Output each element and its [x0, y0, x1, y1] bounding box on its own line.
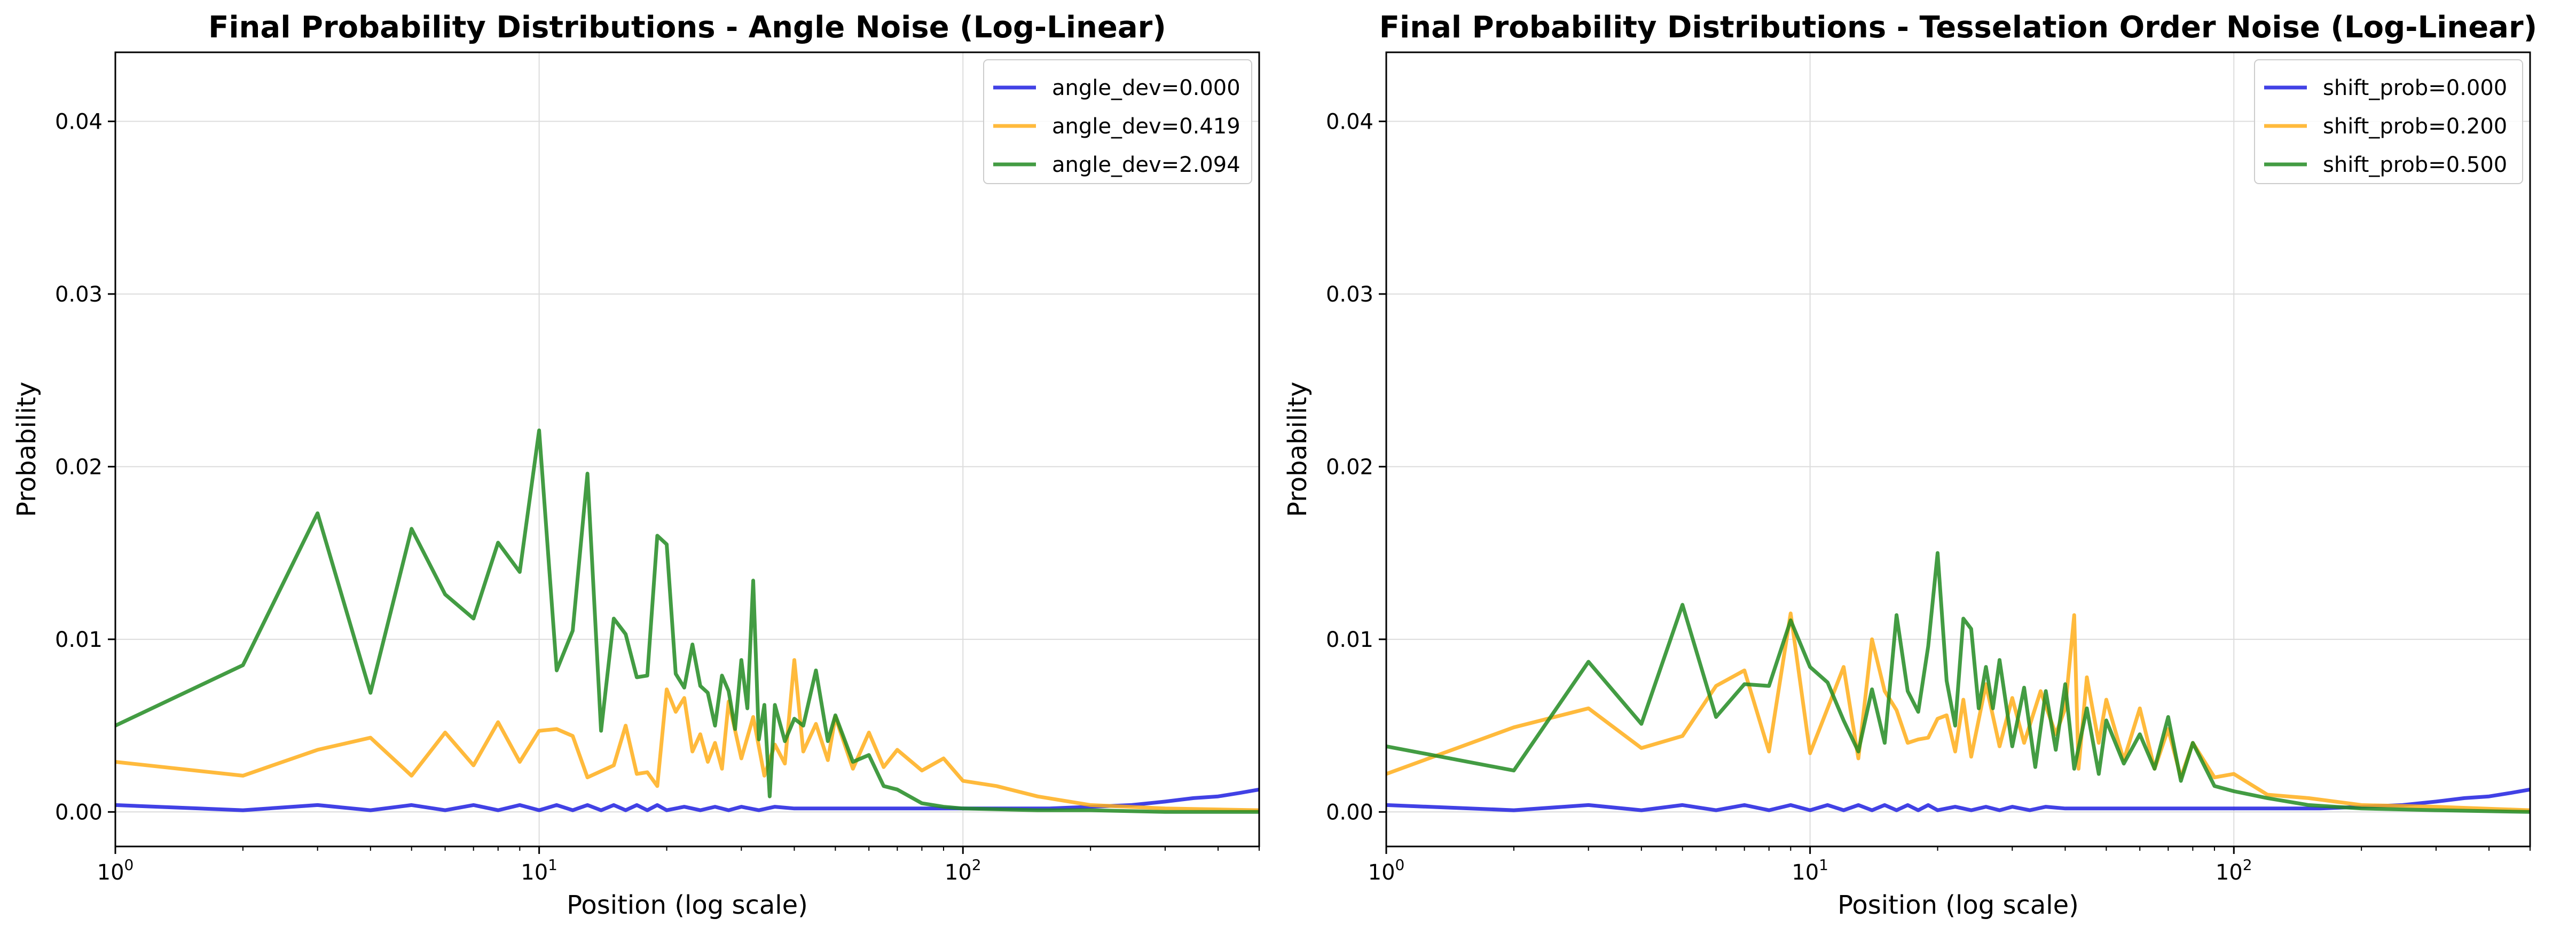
y-tick-label: 0.01	[55, 628, 103, 652]
x-tick-label-exponent: 2	[2243, 856, 2252, 874]
x-tick-label-base: 10	[1792, 860, 1819, 885]
y-tick-label: 0.00	[55, 800, 103, 825]
legend-label-3: shift_prob=0.500	[2323, 153, 2507, 177]
series-line-1	[115, 787, 1259, 812]
x-tick-label-exponent: 0	[124, 856, 134, 874]
x-tick-label: 102	[945, 856, 981, 885]
chart-title: Final Probability Distributions - Tessel…	[1379, 10, 2537, 45]
x-tick-label-base: 10	[1368, 860, 1395, 885]
y-tick-label: 0.03	[1326, 282, 1373, 307]
series-line-1	[1386, 787, 2530, 812]
legend-label-2: angle_dev=0.419	[1052, 114, 1240, 139]
y-tick-label: 0.04	[1326, 109, 1373, 134]
legend-box	[2254, 59, 2523, 184]
y-axis-label: Probability	[12, 382, 42, 517]
legend-label-2: shift_prob=0.200	[2323, 114, 2507, 139]
series-line-2	[1386, 611, 2530, 812]
chart-title: Final Probability Distributions - Angle …	[208, 10, 1166, 45]
x-tick-label: 101	[1792, 856, 1828, 885]
legend-label-3: angle_dev=2.094	[1052, 153, 1240, 177]
legend: shift_prob=0.000 shift_prob=0.200 shift_pr…	[2254, 59, 2523, 184]
x-tick-label: 100	[97, 856, 134, 885]
x-tick-label: 100	[1368, 856, 1405, 885]
x-tick-label-exponent: 0	[1395, 856, 1405, 874]
x-tick-label: 102	[2216, 856, 2252, 885]
series-line-3	[1386, 551, 2530, 814]
y-tick-label: 0.01	[1326, 628, 1373, 652]
y-tick-label: 0.00	[1326, 800, 1373, 825]
y-tick-label: 0.04	[55, 109, 103, 134]
x-tick-label-base: 10	[2216, 860, 2243, 885]
series-line-2	[115, 658, 1259, 812]
legend-label-1: angle_dev=0.000	[1052, 76, 1240, 100]
x-tick-label-exponent: 1	[548, 856, 557, 874]
x-tick-label-exponent: 2	[972, 856, 981, 874]
x-axis-label: Position (log scale)	[567, 890, 808, 920]
legend-label-1: shift_prob=0.000	[2323, 76, 2507, 100]
x-tick-label-exponent: 1	[1819, 856, 1828, 874]
plot-frame	[1385, 51, 2531, 848]
x-tick-label-base: 10	[97, 860, 124, 885]
x-axis-label: Position (log scale)	[1837, 890, 2079, 920]
plot-frame	[114, 51, 1260, 848]
y-tick-label: 0.02	[55, 455, 103, 479]
x-tick-label-base: 10	[945, 860, 972, 885]
series-line-3	[115, 428, 1259, 814]
legend-box	[983, 59, 1252, 184]
y-tick-label: 0.03	[55, 282, 103, 307]
x-tick-label: 101	[521, 856, 557, 885]
legend: angle_dev=0.000 angle_dev=0.419 angle_dev=…	[983, 59, 1252, 184]
y-tick-label: 0.02	[1326, 455, 1373, 479]
x-tick-label-base: 10	[521, 860, 548, 885]
y-axis-label: Probability	[1283, 382, 1313, 517]
